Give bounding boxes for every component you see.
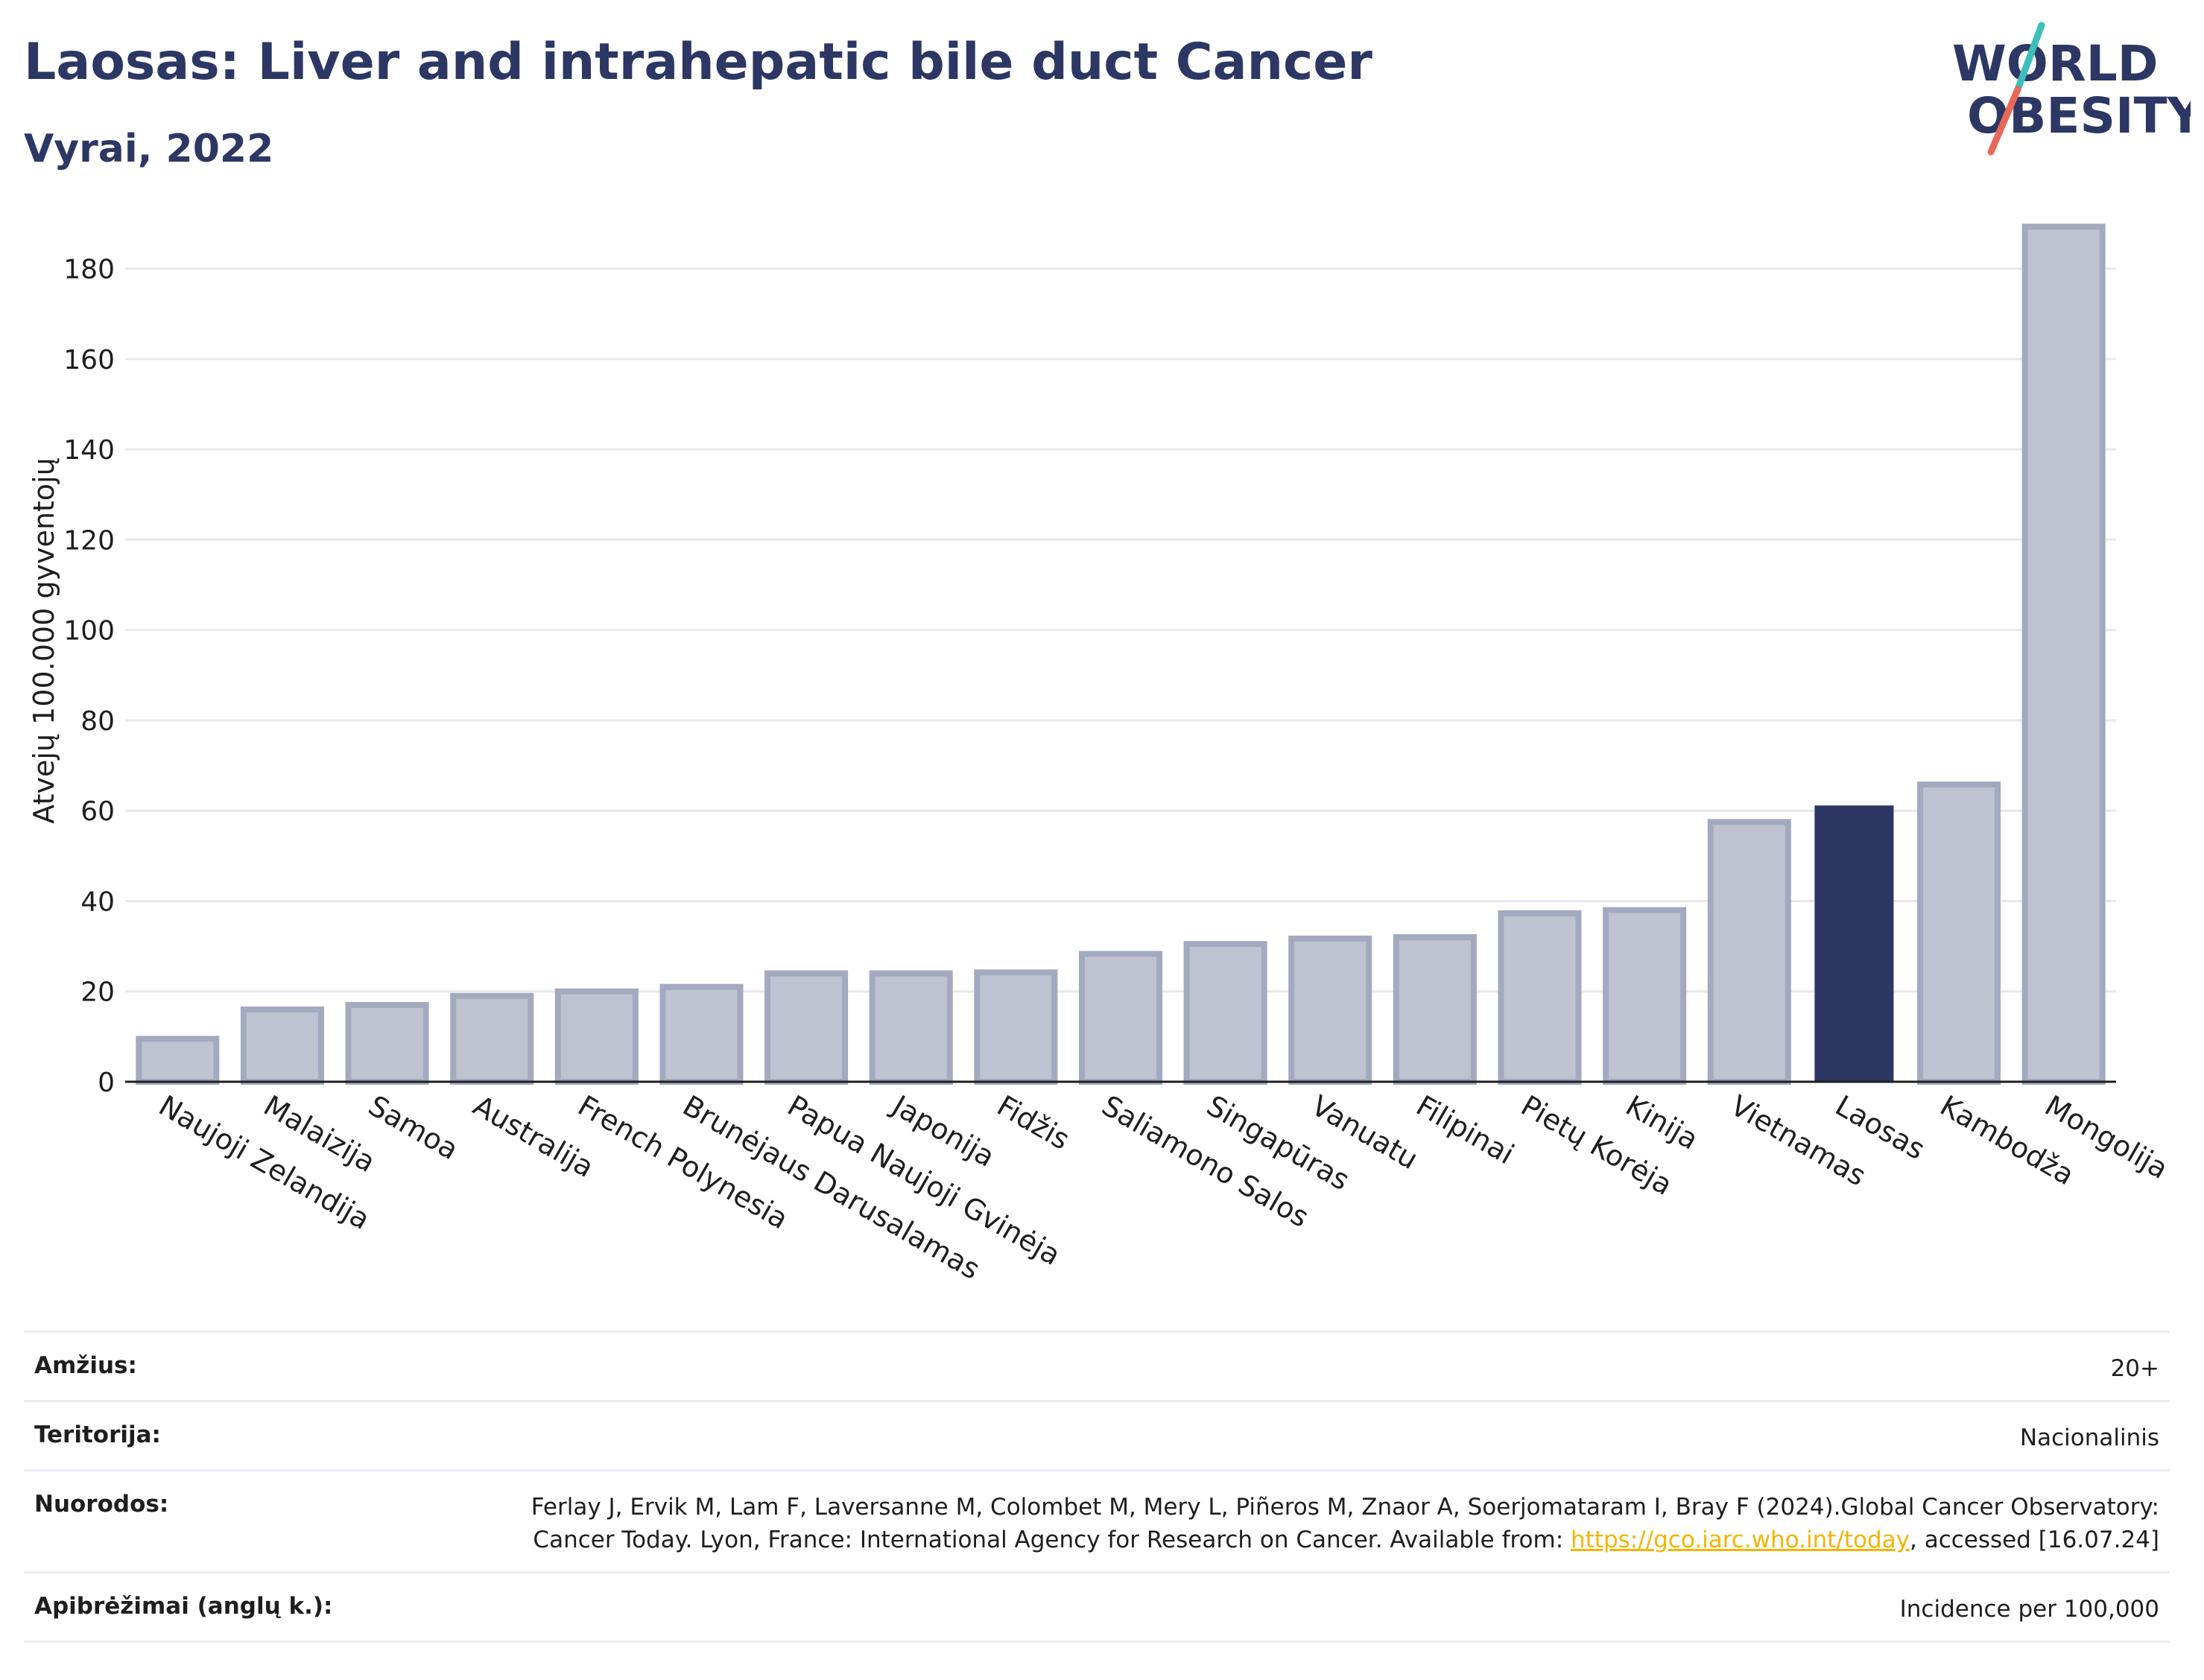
bar	[1917, 782, 2001, 1085]
y-tick-label: 180	[63, 255, 115, 285]
reference-link[interactable]: https://gco.iarc.who.int/today	[1571, 1527, 1910, 1553]
info-value-references: Ferlay J, Ervik M, Lam F, Laversanne M, …	[446, 1491, 2159, 1556]
bar	[2021, 224, 2106, 1085]
info-row-definitions: Apibrėžimai (anglų k.): Incidence per 10…	[24, 1571, 2170, 1643]
bar	[450, 992, 534, 1085]
reference-text: Ferlay J, Ervik M, Lam F, Laversanne M, …	[531, 1494, 2159, 1553]
bar	[136, 1036, 220, 1085]
y-tick-label: 100	[63, 616, 115, 647]
y-tick-label: 140	[63, 435, 115, 466]
bars	[136, 224, 2106, 1085]
bar	[554, 988, 639, 1085]
bar	[1288, 935, 1372, 1085]
y-tick-label: 40	[80, 887, 115, 917]
x-tick-label: Australija	[468, 1089, 600, 1184]
info-value-age: 20+	[2110, 1355, 2159, 1382]
y-tick-label: 0	[98, 1068, 115, 1098]
bar	[1393, 933, 1477, 1085]
reference-accessed: , accessed [16.07.24]	[1909, 1527, 2159, 1553]
y-tick-label: 20	[80, 977, 115, 1008]
info-label-definitions: Apibrėžimai (anglų k.):	[34, 1593, 333, 1620]
info-value-territory: Nacionalinis	[2019, 1424, 2159, 1451]
chart-subtitle: Vyrai, 2022	[24, 127, 274, 171]
bar-highlighted	[1814, 805, 1894, 1083]
info-label-territory: Teritorija:	[34, 1421, 161, 1448]
bar	[1498, 910, 1582, 1085]
bar	[1078, 951, 1163, 1085]
info-value-definitions: Incidence per 100,000	[1899, 1596, 2159, 1623]
info-label-references: Nuorodos:	[34, 1491, 169, 1518]
bar	[1707, 819, 1791, 1085]
chart-title: Laosas: Liver and intrahepatic bile duct…	[24, 33, 1372, 92]
x-tick-label: Fidžis	[992, 1089, 1075, 1156]
logo-slash-red	[1987, 86, 2021, 156]
info-row-age: Amžius: 20+	[24, 1331, 2170, 1400]
info-row-references: Nuorodos: Ferlay J, Ervik M, Lam F, Lave…	[24, 1469, 2170, 1571]
bar	[345, 1001, 429, 1085]
logo-text-world: WORLD	[1952, 35, 2159, 92]
bar	[974, 969, 1058, 1085]
bar	[869, 970, 953, 1085]
bar	[659, 983, 744, 1085]
x-tick-label: Filipinai	[1410, 1089, 1519, 1171]
bar	[1603, 907, 1687, 1085]
y-tick-label: 120	[63, 525, 115, 556]
world-obesity-logo: WORLD OBESITY	[1952, 22, 2191, 156]
y-axis-label: Atvejų 100.000 gyventojų	[28, 457, 60, 823]
bar	[240, 1006, 324, 1085]
x-tick-label: Kinija	[1621, 1089, 1704, 1156]
y-tick-label: 160	[63, 345, 115, 375]
y-tick-label: 80	[80, 706, 115, 737]
logo-slash-teal	[2014, 22, 2045, 93]
bar	[764, 970, 849, 1085]
info-label-age: Amžius:	[34, 1352, 137, 1379]
y-tick-label: 60	[80, 796, 115, 827]
bar	[1183, 941, 1267, 1085]
info-table: Amžius: 20+ Teritorija: Nacionalinis Nuo…	[24, 1331, 2170, 1643]
info-row-territory: Teritorija: Nacionalinis	[24, 1400, 2170, 1469]
